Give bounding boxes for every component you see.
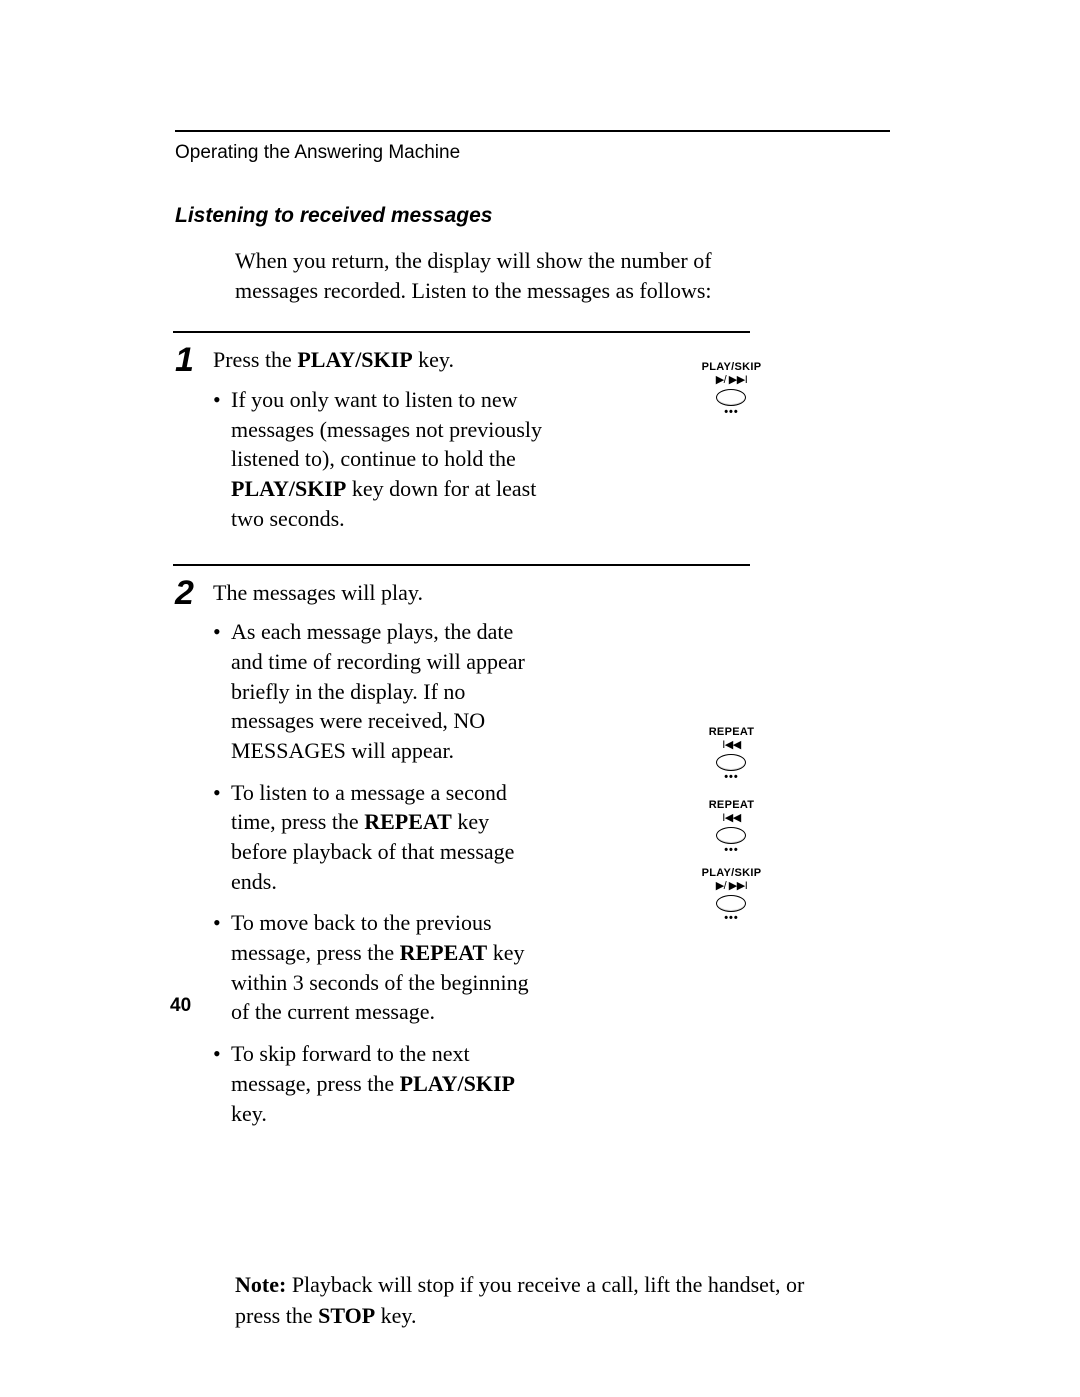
key-glyphs: I◀◀ (722, 740, 740, 751)
key-label: REPEAT (709, 726, 755, 738)
step-number: 2 (175, 576, 213, 1141)
bullet-dot: • (213, 908, 231, 1027)
key-glyphs: I◀◀ (722, 813, 740, 824)
play-skip-key-icon: PLAY/SKIP ▶/ ▶▶I ••• (702, 361, 762, 417)
play-skip-key-icon: PLAY/SKIP ▶/ ▶▶I ••• (702, 867, 762, 923)
repeat-key-icon: REPEAT I◀◀ ••• (709, 799, 755, 855)
step-body: Press the PLAY/SKIP key. • If you only w… (213, 343, 890, 545)
bullet-item: • To skip forward to the next message, p… (213, 1039, 543, 1128)
key-button-icon (716, 827, 746, 844)
text: key. (375, 1303, 416, 1328)
step-body: The messages will play. • As each messag… (213, 576, 890, 1141)
bullet-dot: • (213, 617, 231, 765)
key-button-icon (716, 389, 746, 406)
step-2: 2 The messages will play. • As each mess… (175, 576, 890, 1141)
text-bold: PLAY/SKIP (400, 1071, 515, 1096)
text-bold: PLAY/SKIP (231, 476, 346, 501)
bullet-text: To skip forward to the next message, pre… (231, 1039, 543, 1128)
section-header: Operating the Answering Machine (175, 142, 890, 164)
bullet-item: • If you only want to listen to new mess… (213, 385, 543, 533)
key-label: REPEAT (709, 799, 755, 811)
step-divider (173, 331, 750, 333)
key-dots: ••• (724, 773, 739, 782)
key-dots: ••• (724, 408, 739, 417)
text: If you only want to listen to new messag… (231, 387, 542, 471)
repeat-key-icon: REPEAT I◀◀ ••• (709, 726, 755, 782)
page-number: 40 (170, 995, 191, 1017)
step-divider (173, 564, 750, 566)
bullet-text: To move back to the previous message, pr… (231, 908, 543, 1027)
subheading: Listening to received messages (175, 204, 890, 228)
bullet-item: • As each message plays, the date and ti… (213, 617, 543, 765)
step-number: 1 (175, 343, 213, 545)
text-bold: REPEAT (400, 940, 488, 965)
intro-text: When you return, the display will show t… (235, 246, 755, 305)
text-bold: REPEAT (364, 809, 452, 834)
step-1: 1 Press the PLAY/SKIP key. • If you only… (175, 343, 890, 545)
bullet-dot: • (213, 1039, 231, 1128)
text: As each message plays, the date and time… (231, 619, 525, 763)
key-label: PLAY/SKIP (702, 361, 762, 373)
step-figure-column: PLAY/SKIP ▶/ ▶▶I ••• (543, 343, 890, 545)
key-label: PLAY/SKIP (702, 867, 762, 879)
step-text: Press the PLAY/SKIP key. • If you only w… (213, 343, 543, 545)
key-button-icon (716, 895, 746, 912)
text: key. (413, 347, 454, 372)
bullet-text: To listen to a message a second time, pr… (231, 778, 543, 897)
key-button-icon (716, 754, 746, 771)
step-figure-column: REPEAT I◀◀ ••• REPEAT I◀◀ ••• PLAY/SKIP … (543, 576, 890, 1141)
note-label: Note: (235, 1272, 286, 1297)
text: key. (231, 1101, 267, 1126)
bullet-text: As each message plays, the date and time… (231, 617, 543, 765)
manual-page: Operating the Answering Machine Listenin… (0, 0, 1080, 1397)
bullet-item: • To move back to the previous message, … (213, 908, 543, 1027)
text-bold: PLAY/SKIP (297, 347, 412, 372)
bullet-text: If you only want to listen to new messag… (231, 385, 543, 533)
note-text: Note: Playback will stop if you receive … (235, 1270, 845, 1332)
text-bold: STOP (318, 1303, 375, 1328)
text: Press the (213, 347, 297, 372)
text: The messages will play. (213, 580, 423, 605)
key-glyphs: ▶/ ▶▶I (716, 881, 748, 892)
bullet-dot: • (213, 778, 231, 897)
bullet-item: • To listen to a message a second time, … (213, 778, 543, 897)
key-dots: ••• (724, 914, 739, 923)
step-lead: Press the PLAY/SKIP key. (213, 345, 543, 375)
key-dots: ••• (724, 846, 739, 855)
bullet-dot: • (213, 385, 231, 533)
key-glyphs: ▶/ ▶▶I (716, 375, 748, 386)
step-text: The messages will play. • As each messag… (213, 576, 543, 1141)
step-lead: The messages will play. (213, 578, 543, 608)
top-rule (175, 130, 890, 132)
